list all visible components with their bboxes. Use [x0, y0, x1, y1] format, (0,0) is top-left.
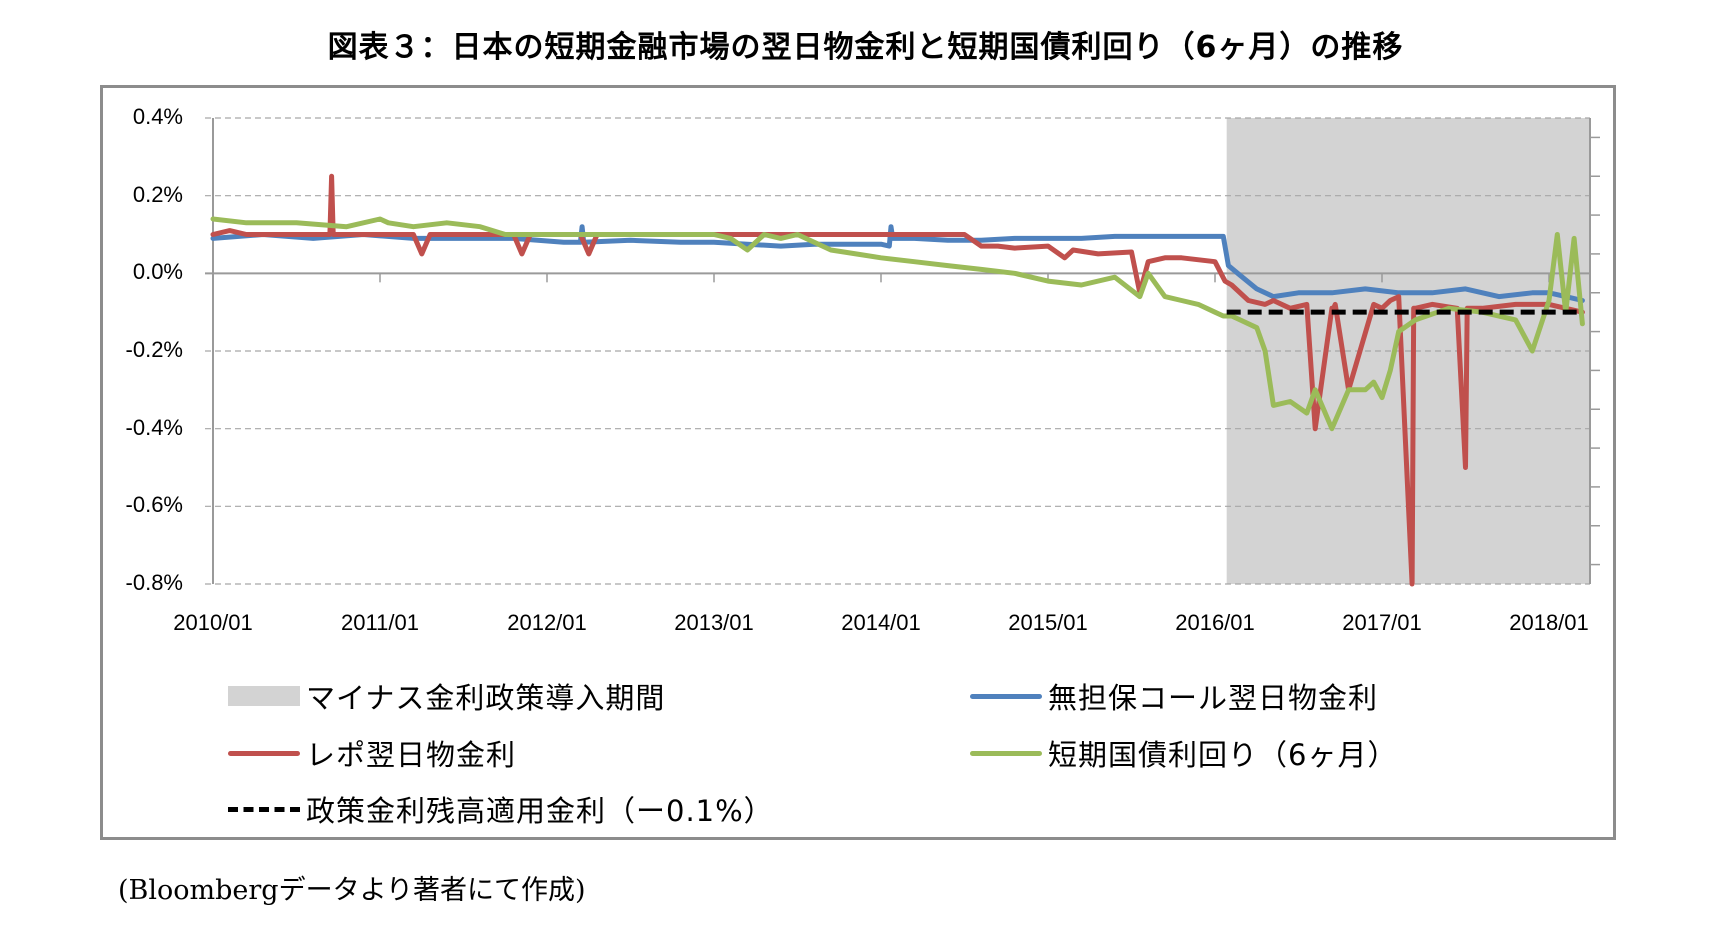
x-tick-label: 2011/01: [341, 610, 419, 635]
y-tick-label: 0.2%: [132, 181, 183, 207]
y-tick-label: -0.2%: [125, 337, 183, 362]
legend-label-policy: 政策金利残高適用金利（ー0.1%）: [306, 794, 774, 828]
y-tick-label: -0.6%: [125, 492, 183, 518]
x-tick-label: 2012/01: [507, 610, 587, 635]
legend-item-call: 無担保コール翌日物金利: [970, 675, 1378, 717]
x-tick-label: 2015/01: [1008, 610, 1088, 635]
legend-label-repo: レポ翌日物金利: [306, 738, 517, 772]
shaded-swatch-icon: [228, 686, 300, 706]
y-tick-label: -0.4%: [125, 414, 183, 440]
x-tick-label: 2013/01: [674, 610, 754, 635]
x-tick-label: 2014/01: [841, 610, 921, 635]
source-note: (Bloombergデータより著者にて作成): [118, 875, 586, 906]
call-rate-line: [210, 224, 1585, 303]
legend-label-tbill: 短期国債利回り（6ヶ月）: [1048, 738, 1398, 772]
red-line-icon: [228, 750, 300, 756]
y-tick-label: 0.0%: [132, 259, 183, 285]
dashed-line-icon: [228, 806, 300, 812]
x-tick-label: 2018/01: [1509, 610, 1589, 635]
legend-label-shaded: マイナス金利政策導入期間: [306, 681, 666, 715]
blue-line-icon: [970, 693, 1042, 699]
x-tick-label: 2017/01: [1342, 610, 1422, 635]
green-line-icon: [970, 750, 1042, 756]
x-tick-label: 2010/01: [173, 610, 253, 635]
legend-label-call: 無担保コール翌日物金利: [1048, 681, 1379, 715]
legend-item-shaded: マイナス金利政策導入期間: [228, 675, 665, 717]
y-tick-label: 0.4%: [132, 104, 183, 129]
legend-item-repo: レポ翌日物金利: [228, 732, 516, 774]
legend-item-policy: 政策金利残高適用金利（ー0.1%）: [228, 788, 774, 830]
y-tick-label: -0.8%: [125, 570, 183, 595]
legend-item-tbill: 短期国債利回り（6ヶ月）: [970, 732, 1397, 774]
chart-title: 図表３：日本の短期金融市場の翌日物金利と短期国債利回り（6ヶ月）の推移: [327, 30, 1404, 65]
tbill-yield-line: [210, 216, 1585, 432]
x-tick-label: 2016/01: [1175, 610, 1255, 635]
repo-rate-line: [210, 173, 1585, 587]
